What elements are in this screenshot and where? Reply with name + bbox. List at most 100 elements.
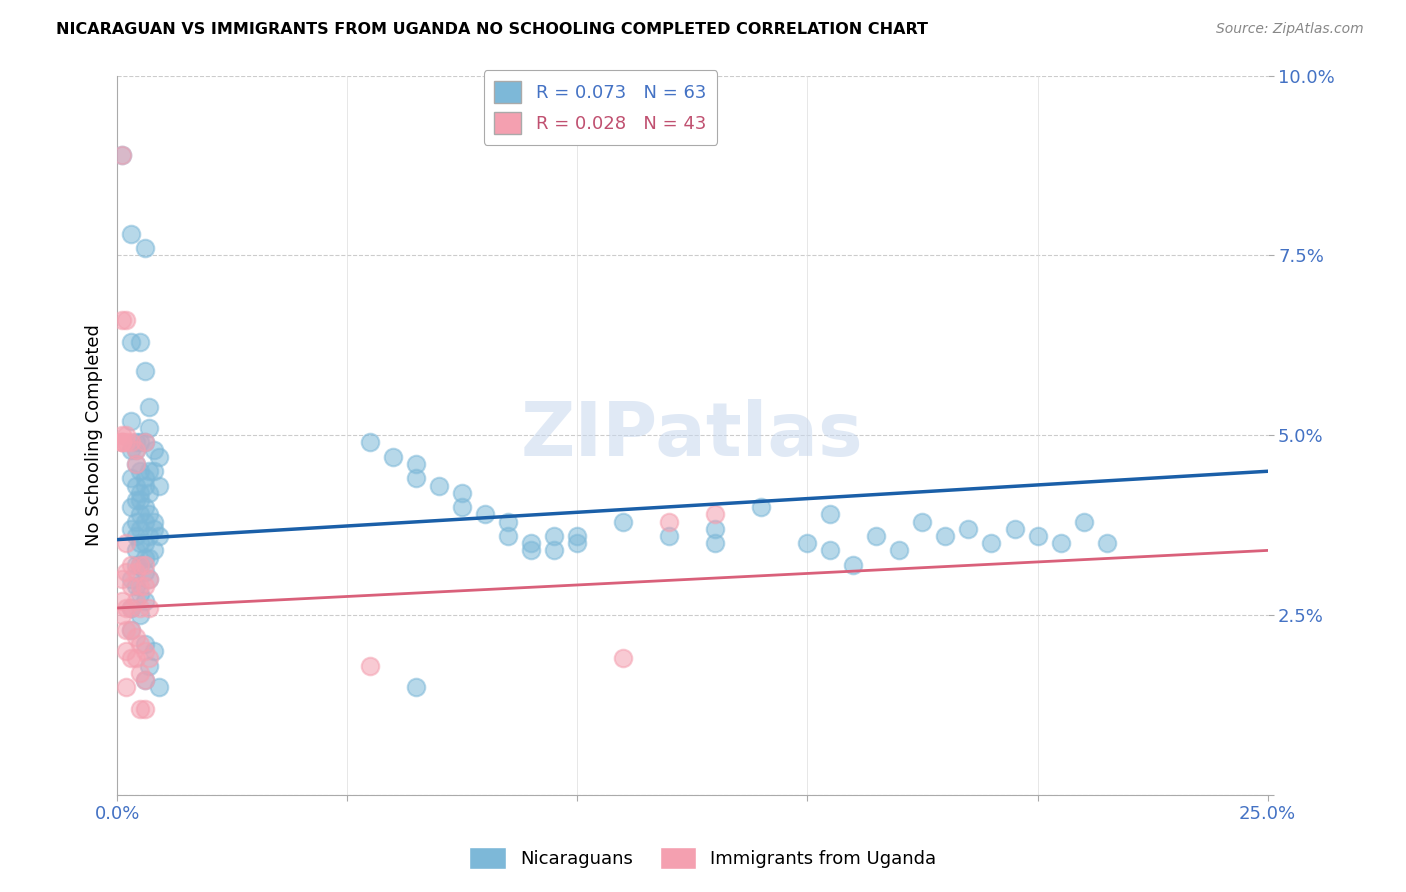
Point bbox=[124, 442, 146, 457]
Point bbox=[124, 630, 146, 644]
Point bbox=[134, 565, 156, 579]
Point bbox=[658, 529, 681, 543]
Point bbox=[120, 651, 142, 665]
Legend: R = 0.073   N = 63, R = 0.028   N = 43: R = 0.073 N = 63, R = 0.028 N = 43 bbox=[484, 70, 717, 145]
Point bbox=[405, 457, 427, 471]
Point bbox=[124, 558, 146, 572]
Point bbox=[129, 486, 152, 500]
Text: ZIPatlas: ZIPatlas bbox=[522, 399, 863, 472]
Point bbox=[111, 313, 134, 327]
Point bbox=[134, 515, 156, 529]
Point bbox=[427, 478, 450, 492]
Point bbox=[405, 471, 427, 485]
Point bbox=[138, 601, 160, 615]
Point bbox=[751, 500, 773, 515]
Point bbox=[120, 522, 142, 536]
Point bbox=[148, 529, 170, 543]
Point bbox=[111, 572, 134, 586]
Point bbox=[115, 435, 138, 450]
Point bbox=[120, 334, 142, 349]
Point bbox=[129, 665, 152, 680]
Point bbox=[138, 421, 160, 435]
Point bbox=[842, 558, 865, 572]
Point bbox=[124, 442, 146, 457]
Point bbox=[124, 543, 146, 558]
Point bbox=[120, 623, 142, 637]
Point bbox=[134, 241, 156, 255]
Point bbox=[704, 536, 727, 550]
Point bbox=[957, 522, 980, 536]
Point bbox=[143, 644, 166, 658]
Point bbox=[129, 536, 152, 550]
Point bbox=[612, 515, 634, 529]
Point bbox=[111, 435, 134, 450]
Point bbox=[129, 334, 152, 349]
Point bbox=[474, 508, 496, 522]
Point bbox=[138, 572, 160, 586]
Point bbox=[124, 457, 146, 471]
Point bbox=[138, 658, 160, 673]
Point bbox=[124, 579, 146, 593]
Point bbox=[1049, 536, 1071, 550]
Point bbox=[1004, 522, 1026, 536]
Point bbox=[120, 558, 142, 572]
Point bbox=[129, 579, 152, 593]
Point bbox=[567, 529, 589, 543]
Point bbox=[451, 500, 474, 515]
Point bbox=[120, 623, 142, 637]
Point bbox=[111, 435, 134, 450]
Point bbox=[1095, 536, 1118, 550]
Point bbox=[980, 536, 1002, 550]
Point bbox=[934, 529, 956, 543]
Point bbox=[129, 637, 152, 651]
Point bbox=[796, 536, 818, 550]
Point bbox=[124, 651, 146, 665]
Point bbox=[520, 543, 543, 558]
Point bbox=[120, 414, 142, 428]
Point bbox=[1073, 515, 1095, 529]
Point bbox=[1026, 529, 1049, 543]
Point bbox=[138, 529, 160, 543]
Point bbox=[134, 594, 156, 608]
Point bbox=[120, 442, 142, 457]
Point bbox=[405, 680, 427, 694]
Point bbox=[134, 536, 156, 550]
Point bbox=[520, 536, 543, 550]
Point bbox=[911, 515, 934, 529]
Point bbox=[129, 608, 152, 623]
Point bbox=[129, 508, 152, 522]
Point bbox=[148, 478, 170, 492]
Point bbox=[111, 147, 134, 161]
Point bbox=[120, 435, 142, 450]
Legend: Nicaraguans, Immigrants from Uganda: Nicaraguans, Immigrants from Uganda bbox=[460, 838, 946, 879]
Text: Source: ZipAtlas.com: Source: ZipAtlas.com bbox=[1216, 22, 1364, 37]
Point bbox=[134, 500, 156, 515]
Point bbox=[143, 442, 166, 457]
Point bbox=[498, 515, 520, 529]
Point bbox=[134, 673, 156, 687]
Y-axis label: No Schooling Completed: No Schooling Completed bbox=[86, 325, 103, 546]
Point bbox=[134, 702, 156, 716]
Point bbox=[658, 515, 681, 529]
Point bbox=[115, 536, 138, 550]
Point bbox=[865, 529, 887, 543]
Point bbox=[820, 508, 842, 522]
Point bbox=[120, 227, 142, 241]
Point bbox=[129, 601, 152, 615]
Point bbox=[124, 478, 146, 492]
Point bbox=[129, 586, 152, 600]
Point bbox=[134, 478, 156, 492]
Point bbox=[120, 572, 142, 586]
Point bbox=[567, 536, 589, 550]
Point bbox=[138, 651, 160, 665]
Point bbox=[124, 457, 146, 471]
Point bbox=[704, 508, 727, 522]
Point bbox=[111, 428, 134, 442]
Point bbox=[111, 435, 134, 450]
Point bbox=[115, 623, 138, 637]
Point bbox=[820, 543, 842, 558]
Point bbox=[115, 680, 138, 694]
Point bbox=[143, 522, 166, 536]
Point bbox=[543, 529, 565, 543]
Point bbox=[120, 601, 142, 615]
